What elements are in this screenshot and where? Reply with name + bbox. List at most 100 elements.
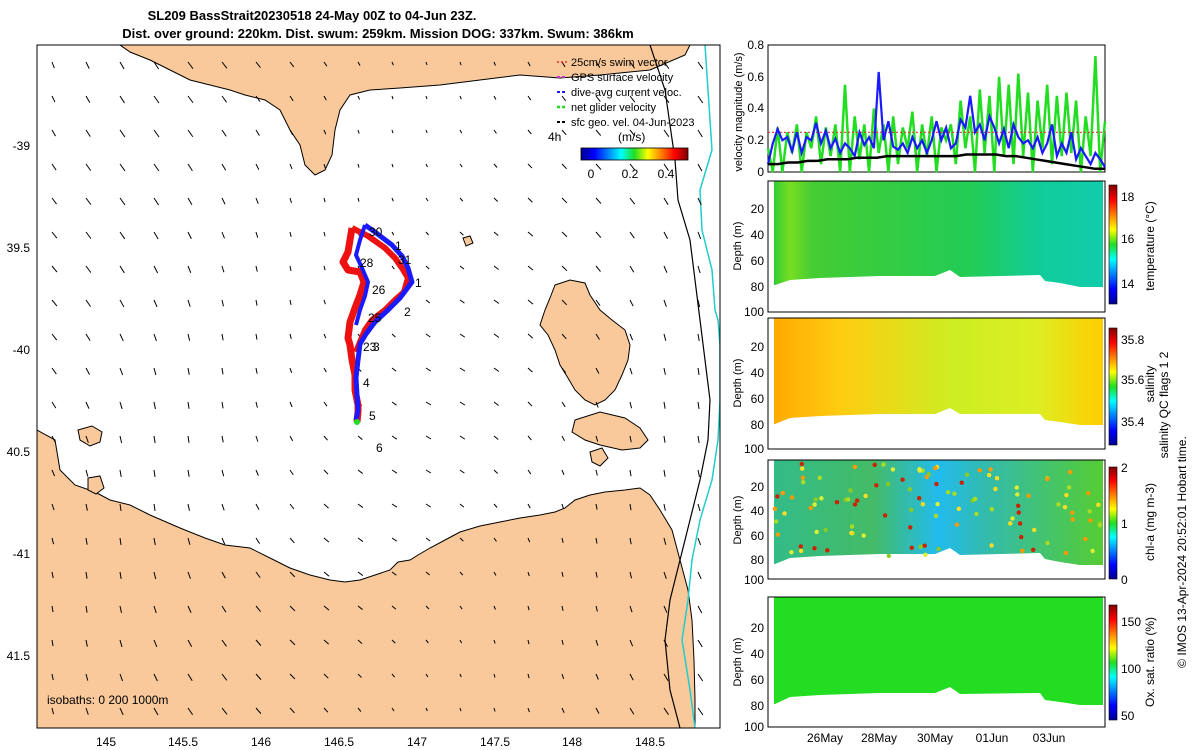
- salinity-colorbar-ticks: 35.8 35.6 35.4: [1121, 333, 1145, 429]
- current-arrow: [187, 299, 191, 307]
- current-arrow: [459, 639, 463, 644]
- current-arrow: [697, 571, 702, 580]
- chl-sample-dot: [934, 481, 939, 487]
- isobath-1000m: [681, 45, 720, 728]
- current-arrow: [663, 435, 666, 443]
- current-arrow: [221, 299, 224, 307]
- current-arrow: [323, 95, 327, 101]
- chl-sample-dot: [801, 480, 806, 485]
- chl-sample-dot: [1083, 536, 1088, 542]
- current-arrow: [255, 673, 262, 680]
- plot-title: SL209 BassStrait20230518 24-May 00Z to 0…: [148, 8, 477, 23]
- current-arrow: [51, 129, 56, 137]
- depth-tick: 20: [751, 480, 765, 494]
- velocity-y-tick: 0: [757, 165, 764, 179]
- current-arrow: [629, 707, 635, 715]
- legend-entry: GPS surface velocity: [571, 72, 674, 84]
- current-arrow: [255, 61, 261, 68]
- chl-sample-dot: [819, 496, 824, 501]
- current-arrow: [391, 95, 394, 100]
- current-arrow: [561, 299, 568, 306]
- chl-sample-dot: [920, 502, 925, 507]
- current-arrow: [85, 707, 89, 715]
- current-arrow: [51, 605, 54, 613]
- chl-sample-dot: [1026, 493, 1031, 498]
- current-arrow: [289, 435, 294, 442]
- map-colorbar-tick: 0.4: [658, 167, 675, 181]
- current-arrow: [663, 571, 667, 579]
- current-arrow: [425, 707, 428, 712]
- current-arrow: [527, 673, 530, 679]
- current-arrow: [255, 299, 258, 306]
- current-arrow: [51, 503, 55, 511]
- current-arrow: [255, 503, 260, 510]
- current-arrow: [527, 435, 532, 441]
- current-arrow: [493, 231, 499, 236]
- current-arrow: [119, 707, 124, 716]
- current-arrow: [561, 537, 564, 543]
- temperature-frame: [767, 180, 1106, 313]
- current-arrow: [663, 503, 666, 511]
- current-arrow: [425, 435, 432, 440]
- current-arrow: [119, 537, 122, 546]
- current-arrow: [459, 95, 462, 100]
- current-arrow: [153, 639, 158, 648]
- current-arrow: [119, 333, 124, 342]
- current-arrow: [697, 163, 703, 172]
- current-arrow: [221, 265, 225, 273]
- current-arrow: [425, 95, 428, 100]
- current-arrow: [493, 707, 496, 712]
- current-arrow: [391, 197, 394, 202]
- current-arrow: [85, 605, 88, 613]
- chl-sample-dot: [1087, 509, 1092, 514]
- chl-sample-dot: [780, 490, 786, 496]
- current-arrow: [391, 129, 394, 134]
- current-arrow: [697, 537, 702, 546]
- chl-sample-dot: [852, 502, 858, 507]
- chl-sample-dot: [1014, 485, 1019, 490]
- chl-sample-dot: [909, 507, 914, 512]
- current-arrow: [323, 367, 327, 373]
- chlorophyll-colorbar: [1108, 466, 1118, 580]
- current-arrow: [187, 265, 192, 273]
- current-arrow: [289, 299, 292, 306]
- time-x-tick: 01Jun: [976, 731, 1009, 745]
- current-arrow: [527, 61, 531, 67]
- map-y-tick: -40: [13, 343, 31, 357]
- chl-sample-dot: [933, 513, 939, 518]
- current-arrow: [425, 639, 429, 644]
- current-arrow: [595, 333, 600, 340]
- current-arrow: [323, 503, 329, 509]
- oxygen-panel: [767, 596, 1118, 728]
- chl-sample-dot: [825, 548, 830, 553]
- current-arrow: [425, 503, 431, 508]
- current-arrow: [289, 401, 293, 408]
- current-arrow: [289, 605, 296, 612]
- current-arrow: [289, 503, 295, 510]
- map-x-tick-labels: 145 145.5 146 146.5 147 147.5 148 148.5: [96, 735, 665, 749]
- chl-sample-dot: [848, 488, 853, 493]
- current-arrow: [663, 231, 668, 239]
- chl-sample-dot: [1070, 510, 1075, 515]
- chl-sample-dot: [1086, 491, 1091, 496]
- current-arrow: [289, 707, 295, 714]
- chl-sample-dot: [1062, 505, 1068, 510]
- day-label: 25: [368, 311, 382, 325]
- time-x-tick: 30May: [917, 731, 953, 745]
- current-arrow: [595, 673, 599, 680]
- current-arrow: [527, 95, 532, 101]
- current-arrow: [51, 537, 55, 545]
- current-arrow: [595, 707, 600, 714]
- current-arrow: [119, 639, 123, 648]
- current-arrow: [595, 95, 601, 102]
- current-arrow: [85, 537, 88, 545]
- chl-sample-dot: [774, 519, 779, 524]
- current-arrow: [391, 61, 394, 66]
- current-arrow: [187, 707, 194, 716]
- current-arrow: [323, 299, 326, 305]
- current-arrow: [629, 299, 634, 307]
- current-arrow: [51, 265, 58, 273]
- current-arrow: [255, 265, 258, 272]
- current-arrow: [425, 333, 431, 338]
- current-arrow: [153, 367, 157, 376]
